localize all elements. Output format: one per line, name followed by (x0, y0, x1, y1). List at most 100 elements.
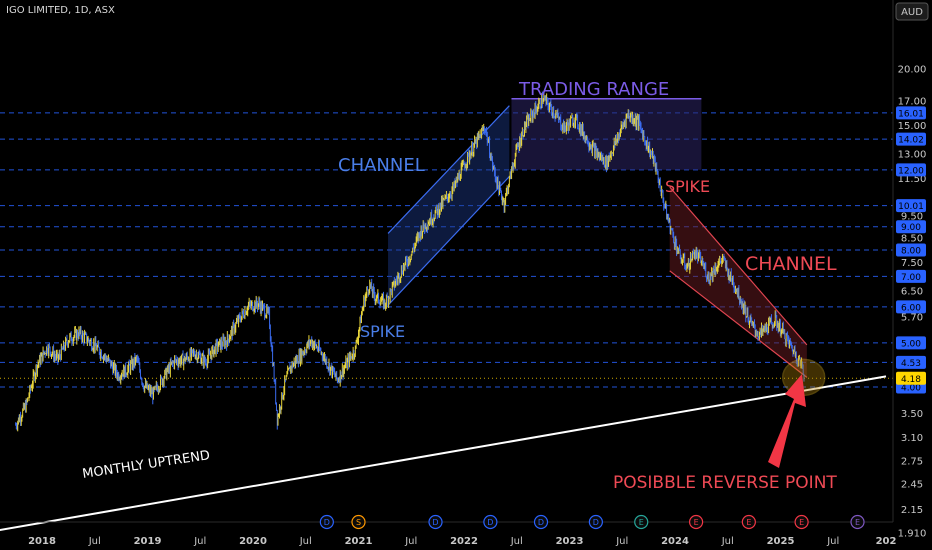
event-badge[interactable] (634, 514, 649, 530)
event-letter: E (746, 518, 751, 527)
y-tick-label: 6.50 (901, 287, 923, 298)
price-level-label: 9.00 (901, 223, 921, 233)
x-tick-label: 2025 (767, 536, 795, 547)
y-tick-label: 17.00 (898, 97, 927, 108)
price-level-badge (896, 336, 926, 350)
annotation-label: MONTHLY UPTREND (81, 448, 211, 482)
down-channel[interactable] (669, 187, 807, 378)
y-tick-label: 3.10 (901, 433, 923, 444)
event-badge[interactable] (688, 514, 704, 530)
price-level-badge (896, 163, 926, 177)
event-badge[interactable] (741, 514, 756, 530)
last-price-label: 4.18 (901, 375, 921, 385)
price-level-label: 4.00 (901, 383, 921, 393)
event-badge[interactable] (428, 514, 443, 530)
event-badge[interactable] (794, 514, 809, 530)
price-level-lines (0, 112, 893, 388)
event-badge[interactable] (533, 514, 549, 530)
y-tick-label: 3.50 (901, 409, 923, 420)
price-level-badge (896, 220, 926, 234)
event-letter: D (432, 518, 438, 527)
price-level-badge (896, 243, 926, 257)
x-tick-label: 2019 (134, 536, 162, 547)
up-channel-bottom (387, 176, 510, 306)
y-tick-label: 1.910 (898, 529, 927, 540)
price-level-label: 8.00 (901, 246, 921, 256)
x-tick-label: 2022 (450, 536, 478, 547)
y-tick-label: 11.50 (898, 174, 927, 185)
y-tick-label: 8.50 (901, 234, 923, 245)
x-tick-label: 2020 (239, 536, 267, 547)
x-tick-label: Jul (404, 536, 417, 547)
event-badge[interactable] (850, 514, 865, 530)
drawing-shapes (387, 97, 808, 378)
reverse-point-arrow[interactable] (768, 374, 806, 468)
currency-box[interactable] (895, 2, 929, 21)
event-letter: E (694, 518, 699, 527)
x-tick-label: 2018 (28, 536, 56, 547)
annotation-layer: SPIKE CHANNEL TRADING RANGE SPIKE CHANNEL MON… (81, 79, 837, 493)
x-tick-label: Jul (193, 536, 206, 547)
price-level-label: 10.01 (898, 202, 924, 212)
up-channel[interactable] (388, 105, 510, 306)
event-letter: D (487, 518, 493, 527)
price-level-badge (896, 355, 926, 369)
price-level-label: 7.00 (901, 273, 921, 283)
price-level-badge (896, 300, 926, 314)
annotation-label: CHANNEL (338, 155, 425, 176)
up-channel-top (387, 105, 510, 234)
y-tick-label: 2.45 (901, 479, 923, 490)
event-letter: S (356, 518, 361, 527)
event-letter: E (639, 518, 644, 527)
y-tick-label: 15.00 (898, 121, 927, 132)
event-letter: D (538, 518, 544, 527)
x-tick-label: Jul (510, 536, 523, 547)
price-level-label: 12.00 (898, 166, 924, 176)
event-letter: D (593, 518, 599, 527)
price-series (15, 91, 805, 432)
event-letter: E (855, 518, 860, 527)
event-badge[interactable] (483, 514, 498, 530)
y-tick-label: 9.50 (901, 212, 923, 223)
price-level-badge (896, 269, 926, 283)
x-tick-label: Jul (88, 536, 101, 547)
x-tick-label: Jul (615, 536, 628, 547)
event-badge[interactable] (319, 514, 334, 530)
price-level-label: 6.00 (901, 303, 921, 313)
x-tick-label: 202 (876, 536, 897, 547)
x-tick-label: 2023 (556, 536, 584, 547)
price-level-label: 14.02 (898, 136, 924, 146)
last-price-badge (896, 371, 926, 385)
y-tick-label: 5.70 (901, 312, 923, 323)
x-tick-label: 2024 (661, 536, 689, 547)
currency-label: AUD (901, 7, 923, 18)
y-tick-label: 7.50 (901, 258, 923, 269)
trendline-layer (0, 375, 887, 531)
event-letter: E (799, 518, 804, 527)
x-tick-label: Jul (721, 536, 734, 547)
annotation-label: TRADING RANGE (518, 79, 669, 100)
annotation-label: SPIKE (665, 177, 710, 196)
y-tick-label: 13.00 (898, 150, 927, 161)
price-level-badge (896, 106, 926, 120)
annotation-label: POSIBBLE REVERSE POINT (613, 473, 837, 493)
price-level-badge (896, 199, 926, 213)
chart-title: IGO LIMITED, 1D, ASX (6, 5, 115, 16)
price-level-badge (896, 132, 926, 146)
event-badge[interactable] (588, 514, 603, 530)
price-level-label: 5.00 (901, 339, 921, 349)
event-badge[interactable] (351, 514, 366, 530)
event-letter: D (324, 518, 330, 527)
price-level-label: 16.01 (898, 109, 924, 119)
down-channel-top (669, 186, 808, 346)
annotation-label: SPIKE (360, 322, 405, 341)
x-tick-label: Jul (826, 536, 839, 547)
down-channel-bottom (669, 270, 808, 378)
x-tick-label: Jul (299, 536, 312, 547)
annotation-label: CHANNEL (745, 253, 837, 275)
monthly-uptrend-line[interactable] (0, 375, 887, 531)
